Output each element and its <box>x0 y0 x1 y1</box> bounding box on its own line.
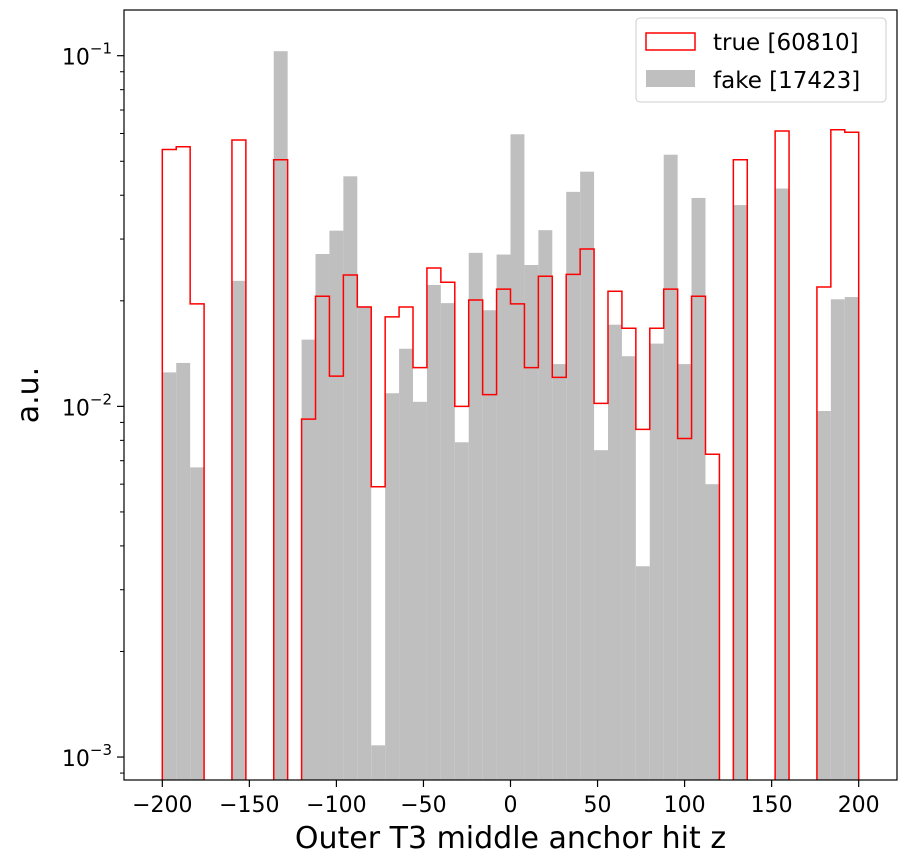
y-tick-label: 10−1 <box>62 40 112 71</box>
fake-bar <box>440 303 455 780</box>
fake-bar <box>538 230 553 780</box>
fake-bar <box>677 364 692 780</box>
fake-bar <box>649 343 664 780</box>
fake-bar <box>231 280 246 780</box>
legend-box <box>635 17 887 103</box>
fake-bar <box>482 310 497 780</box>
y-tick-label: 10−3 <box>62 741 112 772</box>
fake-bars <box>162 51 859 780</box>
fake-bar <box>371 745 386 780</box>
x-tick-label: 100 <box>664 793 706 818</box>
fake-bar <box>510 134 525 780</box>
fake-bar <box>635 566 650 780</box>
fake-bar <box>426 284 441 780</box>
fake-bar <box>580 171 595 780</box>
fake-bar <box>830 299 845 780</box>
fake-bar <box>705 484 720 780</box>
fake-bar <box>552 364 567 780</box>
fake-bar <box>663 154 678 780</box>
fake-bar <box>454 442 469 780</box>
fake-bar <box>190 467 205 780</box>
legend-label-fake: fake [17423] <box>713 68 860 94</box>
fake-bar <box>775 188 790 780</box>
fake-bar <box>566 191 581 780</box>
fake-bar <box>621 356 636 780</box>
x-tick-label: −150 <box>219 793 279 818</box>
fake-bar <box>496 254 511 780</box>
fake-bar <box>399 348 414 780</box>
fake-bar <box>273 51 288 780</box>
fake-bar <box>844 297 859 780</box>
x-tick-label: 200 <box>838 793 880 818</box>
legend-label-true: true [60810] <box>713 30 859 56</box>
x-tick-label: 50 <box>584 793 612 818</box>
fake-bar <box>594 450 608 780</box>
y-tick-label: 10−2 <box>62 390 112 421</box>
true-step-line <box>161 128 860 780</box>
legend: true [60810] fake [17423] <box>635 17 887 103</box>
y-axis-label: a.u. <box>11 367 46 423</box>
fake-bar <box>524 265 539 780</box>
x-tick-label: 150 <box>751 793 793 818</box>
x-axis: −200 −150 −100 −50 0 50 100 150 200 <box>132 780 880 818</box>
fake-bar <box>816 411 831 780</box>
fake-bar <box>343 176 358 780</box>
fake-bar <box>607 324 622 780</box>
fake-bar <box>468 252 483 780</box>
legend-swatch-true <box>645 32 696 51</box>
x-tick-label: −100 <box>306 793 366 818</box>
x-axis-label: Outer T3 middle anchor hit z <box>295 821 726 856</box>
fake-bar <box>301 339 316 780</box>
fake-bar <box>329 230 344 780</box>
fake-bar <box>357 306 372 780</box>
fake-bar <box>162 372 177 780</box>
fake-bar <box>176 362 191 780</box>
fake-bar <box>691 197 706 780</box>
y-axis: 10−3 10−2 10−1 <box>62 40 124 774</box>
fake-bar <box>413 401 427 780</box>
fake-bar <box>315 253 330 780</box>
x-tick-label: −50 <box>400 793 446 818</box>
fake-bar <box>733 205 748 780</box>
x-tick-label: −200 <box>132 793 192 818</box>
fake-bar <box>385 393 400 780</box>
x-tick-label: 0 <box>504 793 518 818</box>
legend-swatch-fake <box>646 70 695 87</box>
